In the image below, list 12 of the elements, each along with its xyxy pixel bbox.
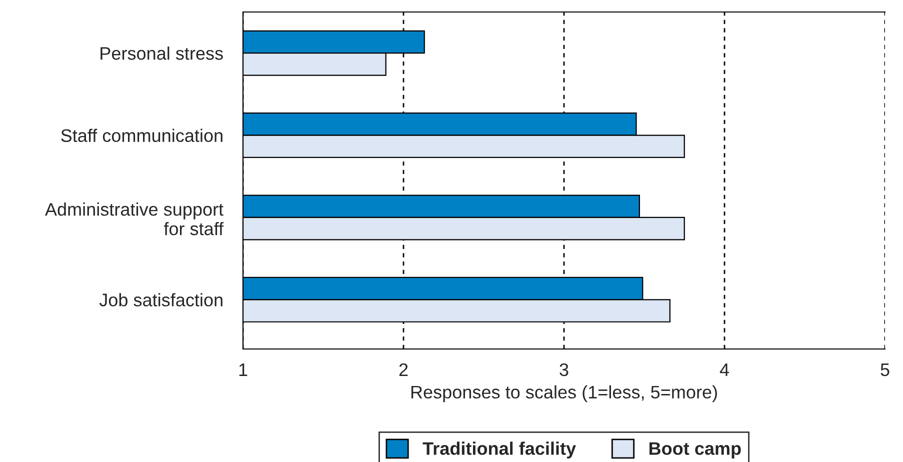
x-axis-title: Responses to scales (1=less, 5=more) xyxy=(411,385,717,402)
x-tick-label: 3 xyxy=(560,363,568,376)
x-tick-label: 4 xyxy=(720,364,729,376)
x-tick-label: 1 xyxy=(239,364,248,376)
x-tick-label: 2 xyxy=(399,363,408,376)
y-tick-label: Personal stress xyxy=(100,46,223,60)
y-tick-label: Administrative support for staff xyxy=(44,202,224,236)
y-tick-label: Staff communication xyxy=(61,128,222,142)
y-tick-label: Job satisfaction xyxy=(99,293,222,306)
x-tick-label: 5 xyxy=(880,364,890,376)
legend-label: Traditional facility xyxy=(422,442,576,458)
legend-label: Boot camp xyxy=(649,442,741,458)
